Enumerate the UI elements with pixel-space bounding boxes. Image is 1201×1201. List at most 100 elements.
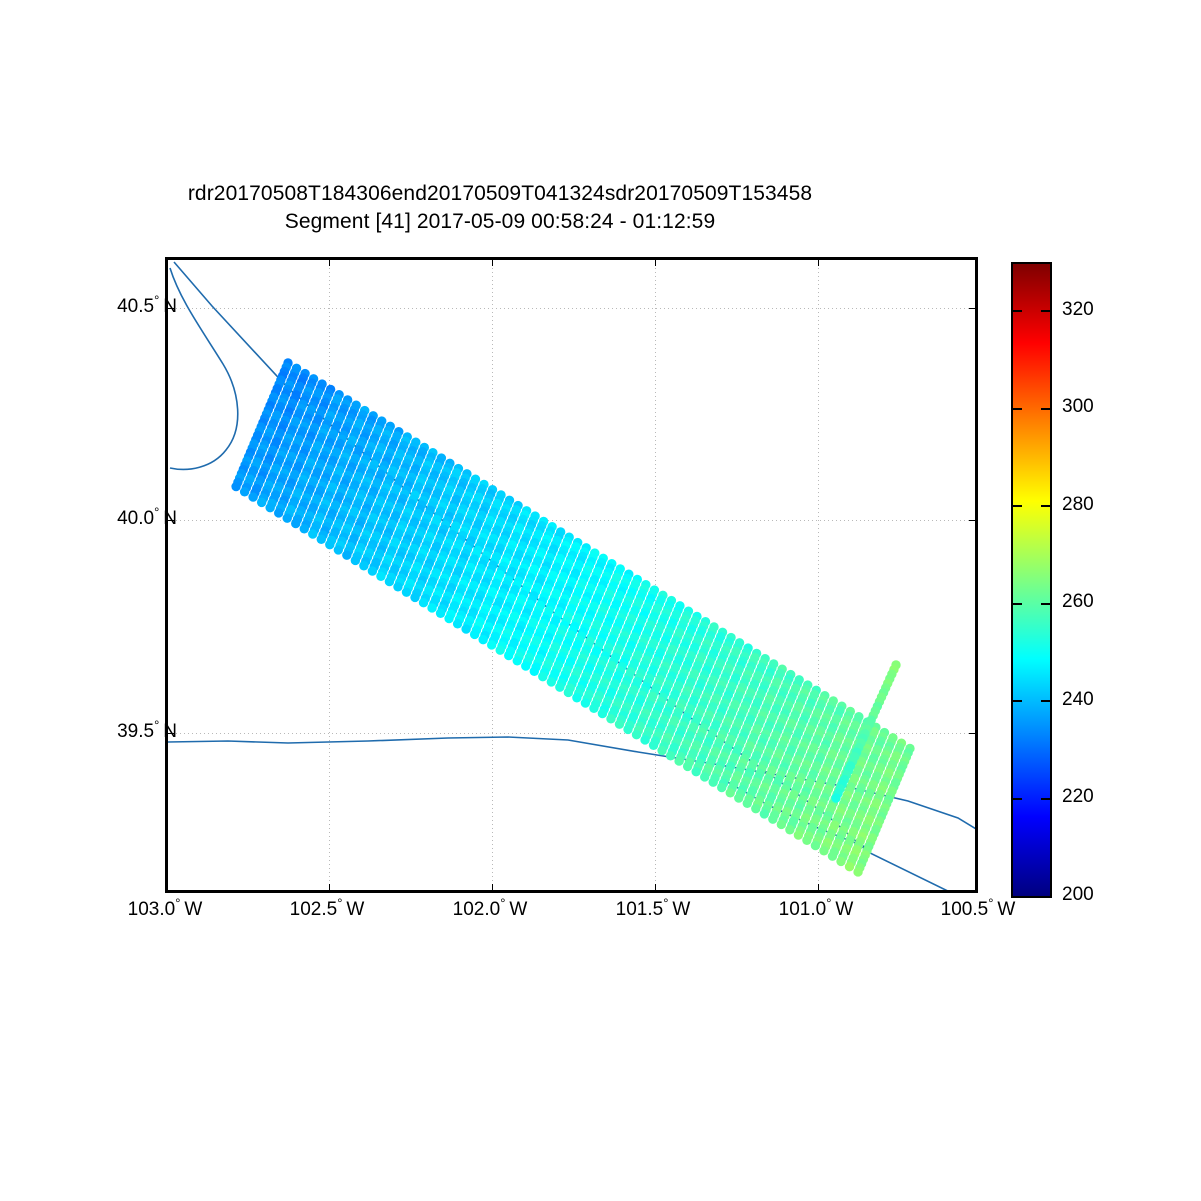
xaxis-label-3: 101.5° W [616, 897, 691, 921]
gridline-horizontal-40.0 [168, 520, 975, 521]
swath-footprint [342, 550, 352, 560]
figure-title-block: rdr20170508T184306end20170509T041324sdr2… [0, 180, 1000, 237]
swath-footprint [359, 561, 369, 571]
yaxis-label-1: 40.0° N [117, 504, 177, 530]
colorbar-label-280: 280 [1062, 494, 1094, 515]
swath-footprint [708, 777, 718, 787]
figure-title-primary: rdr20170508T184306end20170509T041324sdr2… [187, 182, 813, 205]
yaxis-label-0: 40.5° N [117, 292, 177, 318]
swath-footprint [521, 661, 531, 671]
yaxis-label-2: 39.5° N [117, 717, 177, 743]
colorbar-tick-240-right [1041, 700, 1050, 702]
xtick-top-101.5 [655, 259, 656, 266]
swath-footprint [291, 518, 301, 529]
yaxis-label-0-hemi: N [163, 296, 177, 317]
colorbar-tick-220-left [1013, 798, 1022, 800]
swath-footprint [844, 862, 855, 872]
colorbar-tick-300-right [1041, 408, 1050, 410]
xaxis-label-4-value: 101.0 [778, 899, 827, 920]
degree-symbol-icon: ° [154, 717, 160, 733]
map-data-layer [168, 261, 975, 890]
swath-footprint [555, 682, 565, 692]
swath-footprint [665, 751, 676, 761]
swath-footprint [401, 587, 412, 597]
colorbar-label-220: 220 [1062, 786, 1094, 807]
xtick-102.5 [329, 884, 330, 891]
colorbar-label-260: 260 [1062, 591, 1094, 612]
swath-footprint [256, 497, 267, 508]
swath-footprint [606, 714, 616, 724]
swath-footprint [725, 788, 735, 798]
map-clip-region [168, 260, 975, 890]
swath-footprint [546, 677, 557, 687]
swath-footprint [333, 545, 344, 555]
swath-footprint [657, 745, 667, 756]
ytick-right-40.0 [969, 520, 976, 521]
colorbar-label-200: 200 [1062, 884, 1094, 905]
swath-footprint [282, 513, 292, 523]
degree-symbol-icon: ° [826, 895, 832, 911]
degree-symbol-icon: ° [500, 895, 506, 911]
swath-footprint [819, 846, 829, 856]
swath-footprint [734, 793, 744, 803]
swath-footprint [427, 603, 437, 613]
degree-symbol-icon: ° [154, 292, 160, 308]
swath-footprints [231, 358, 915, 877]
swath-footprint [316, 534, 326, 545]
swath-footprint [631, 730, 642, 740]
xtick-top-101.0 [818, 259, 819, 266]
swath-footprint [589, 703, 599, 713]
yaxis-label-2-hemi: N [163, 721, 177, 742]
swath-footprint [444, 613, 454, 624]
ytick-39.5 [167, 733, 174, 734]
swath-footprint [538, 671, 548, 682]
swath-footprint [785, 825, 795, 835]
colorbar-tick-260-right [1041, 603, 1050, 605]
swath-footprint [265, 502, 275, 513]
xaxis-label-0-value: 103.0 [127, 899, 176, 920]
swath-footprint [367, 566, 378, 576]
xaxis-label-4: 101.0° W [778, 895, 854, 921]
swath-footprint [376, 571, 386, 581]
colorbar-tick-300-left [1013, 408, 1022, 410]
swath-footprint [751, 803, 761, 814]
swath-footprint [776, 819, 787, 830]
swath-footprint [674, 756, 684, 766]
gridline-horizontal-40.5 [168, 308, 975, 309]
yaxis-label-1-value: 40.0 [117, 508, 155, 529]
swath-footprint [299, 524, 309, 534]
xaxis-label-4-hemi: W [835, 899, 854, 920]
swath-footprint [478, 634, 488, 645]
swath-footprint [325, 539, 335, 550]
map-plot-area [165, 257, 978, 893]
swath-footprint [495, 645, 505, 655]
colorbar-gradient [1013, 264, 1050, 896]
colorbar-tick-320-left [1013, 310, 1022, 312]
swath-footprint [248, 492, 258, 502]
swath-footprint [452, 619, 463, 629]
xaxis-label-2-value: 102.0 [452, 899, 501, 920]
gridline-horizontal-39.5 [168, 733, 975, 734]
degree-symbol-icon: ° [154, 504, 160, 520]
swath-footprint [563, 687, 574, 698]
colorbar [1011, 262, 1052, 898]
degree-symbol-icon: ° [175, 895, 181, 911]
swath-footprint [802, 835, 812, 845]
swath-footprint [810, 840, 821, 851]
xaxis-label-1: 102.5° W [290, 897, 365, 921]
xaxis-label-5-hemi: W [997, 899, 1016, 920]
swath-footprint [699, 772, 710, 782]
colorbar-tick-220-right [1041, 798, 1050, 800]
degree-symbol-icon: ° [988, 895, 994, 911]
xaxis-label-0: 103.0° W [127, 895, 203, 921]
xtick-top-102.0 [492, 259, 493, 266]
river-lower-path [168, 736, 975, 830]
xtick-102.0 [492, 884, 493, 891]
swath-footprint [461, 624, 471, 634]
swath-footprint [504, 650, 514, 661]
swath-footprint [239, 487, 250, 497]
swath-footprint [682, 761, 693, 772]
yaxis-label-2-value: 39.5 [117, 721, 155, 742]
swath-footprint [486, 640, 497, 650]
swath-footprint [768, 814, 778, 824]
